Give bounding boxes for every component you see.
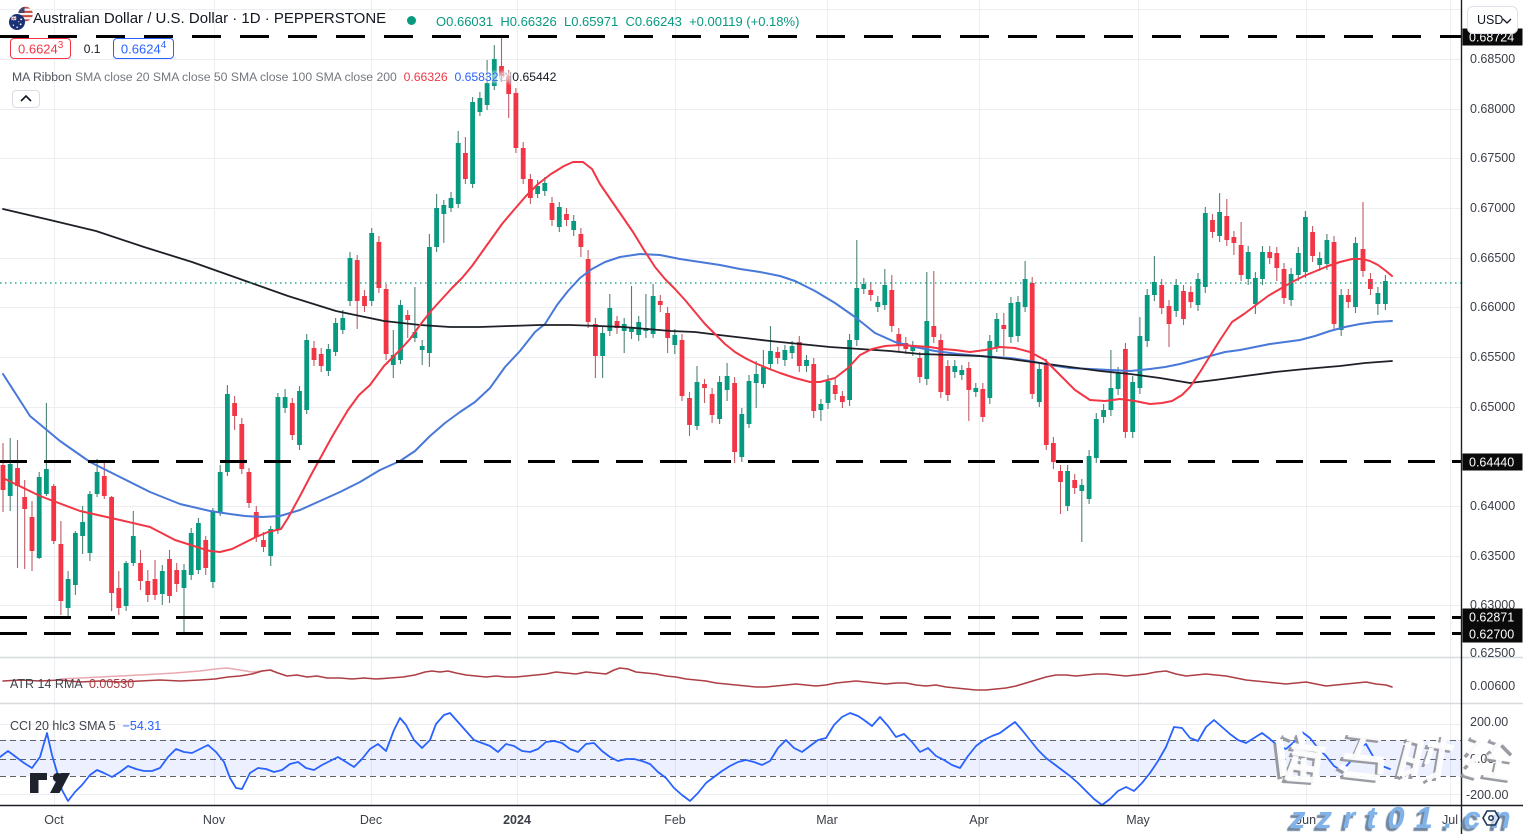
svg-text:0.68500: 0.68500 <box>1470 52 1515 66</box>
svg-text:0.67000: 0.67000 <box>1470 201 1515 215</box>
svg-text:0.64440: 0.64440 <box>1469 456 1514 470</box>
svg-text:Dec: Dec <box>360 813 382 827</box>
svg-text:0.66000: 0.66000 <box>1470 300 1515 314</box>
svg-text:0.65000: 0.65000 <box>1470 400 1515 414</box>
svg-text:0.66500: 0.66500 <box>1470 251 1515 265</box>
svg-text:0.63500: 0.63500 <box>1470 549 1515 563</box>
svg-text:Mar: Mar <box>816 813 838 827</box>
svg-text:0.65500: 0.65500 <box>1470 350 1515 364</box>
svg-text:0.62871: 0.62871 <box>1469 611 1514 625</box>
svg-text:Nov: Nov <box>203 813 226 827</box>
svg-text:Apr: Apr <box>969 813 988 827</box>
svg-text:Oct: Oct <box>44 813 64 827</box>
svg-text:0.62700: 0.62700 <box>1469 628 1514 642</box>
svg-text:0.67500: 0.67500 <box>1470 151 1515 165</box>
svg-text:-200.00: -200.00 <box>1466 788 1508 802</box>
svg-text:0.68000: 0.68000 <box>1470 102 1515 116</box>
svg-text:May: May <box>1126 813 1150 827</box>
svg-text:Feb: Feb <box>664 813 686 827</box>
svg-text:0.68724: 0.68724 <box>1469 31 1514 45</box>
svg-text:Jul: Jul <box>1442 813 1458 827</box>
svg-text:Jun: Jun <box>1296 813 1316 827</box>
svg-text:200.00: 200.00 <box>1470 715 1508 729</box>
svg-text:0.00600: 0.00600 <box>1470 679 1515 693</box>
svg-text:0.62500: 0.62500 <box>1470 646 1515 660</box>
svg-text:0.64000: 0.64000 <box>1470 499 1515 513</box>
svg-text:2024: 2024 <box>503 813 531 827</box>
